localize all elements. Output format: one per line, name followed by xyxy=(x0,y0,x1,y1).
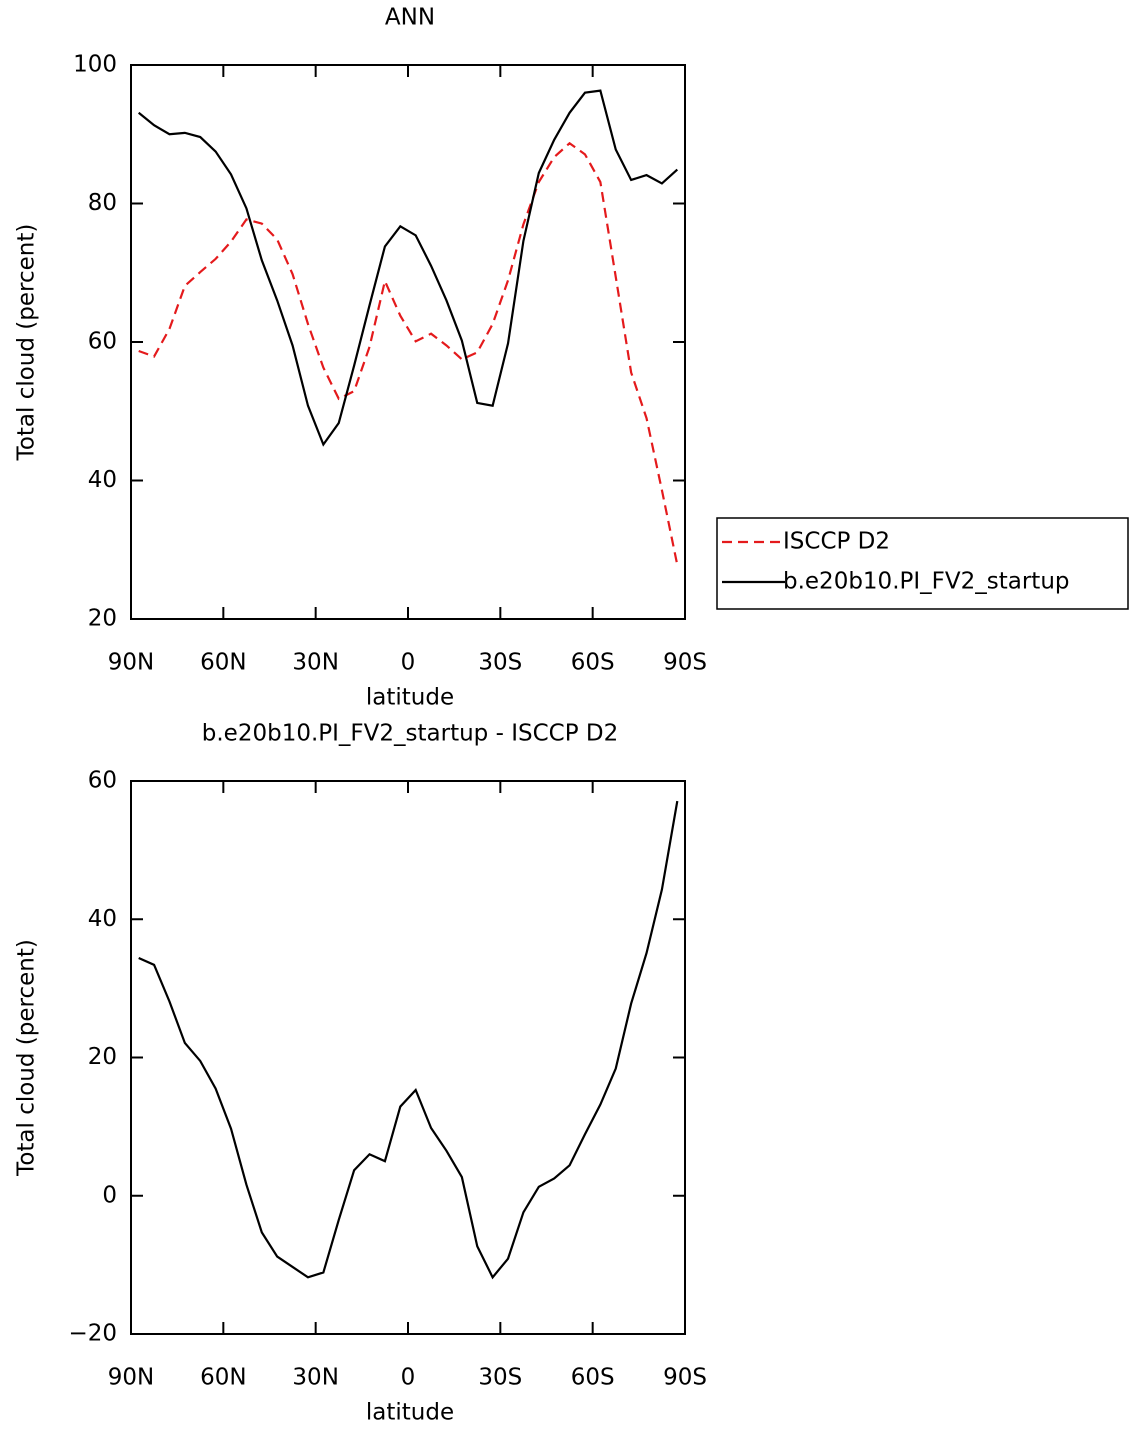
y-tick-label: 40 xyxy=(88,467,117,493)
x-tick-label: 30S xyxy=(478,650,522,676)
x-axis-label: latitude xyxy=(366,1400,454,1426)
x-tick-label: 60S xyxy=(571,650,615,676)
x-tick-label: 90N xyxy=(108,650,154,676)
data-line xyxy=(138,141,679,566)
x-tick-label: 60S xyxy=(571,1365,615,1391)
data-line xyxy=(138,89,679,447)
y-tick-label: −20 xyxy=(68,1321,117,1347)
y-tick-label: 100 xyxy=(73,52,117,78)
plot-frame xyxy=(130,780,686,1335)
x-tick-label: 60N xyxy=(200,650,246,676)
y-tick-label: 20 xyxy=(88,606,117,632)
legend-label: ISCCP D2 xyxy=(783,529,890,555)
y-tick-label: 80 xyxy=(88,190,117,216)
x-tick-label: 0 xyxy=(401,650,416,676)
y-tick-label: 0 xyxy=(102,1182,117,1208)
x-tick-label: 0 xyxy=(401,1365,416,1391)
chart-title: ANN xyxy=(385,5,435,31)
x-tick-label: 90S xyxy=(663,650,707,676)
x-tick-label: 30N xyxy=(292,1365,338,1391)
y-axis-label: Total cloud (percent) xyxy=(14,224,40,462)
x-tick-label: 60N xyxy=(200,1365,246,1391)
data-line xyxy=(138,800,679,1280)
plot-frame xyxy=(130,64,686,620)
y-tick-label: 60 xyxy=(88,329,117,355)
x-tick-label: 30S xyxy=(478,1365,522,1391)
chart-title: b.e20b10.PI_FV2_startup - ISCCP D2 xyxy=(202,721,618,747)
legend-box xyxy=(716,517,1129,610)
y-tick-label: 60 xyxy=(88,768,117,794)
y-axis-label: Total cloud (percent) xyxy=(14,939,40,1177)
x-tick-label: 30N xyxy=(292,650,338,676)
y-tick-label: 40 xyxy=(88,906,117,932)
x-tick-label: 90N xyxy=(108,1365,154,1391)
legend-label: b.e20b10.PI_FV2_startup xyxy=(783,569,1070,595)
y-tick-label: 20 xyxy=(88,1044,117,1070)
x-tick-label: 90S xyxy=(663,1365,707,1391)
x-axis-label: latitude xyxy=(366,685,454,711)
